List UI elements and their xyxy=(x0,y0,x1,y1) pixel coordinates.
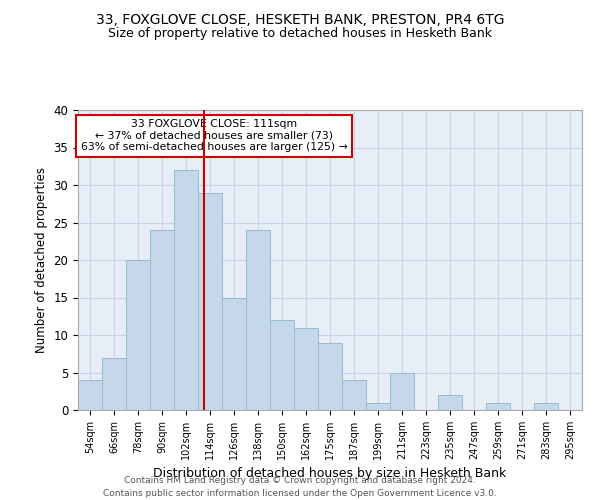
Bar xyxy=(438,395,462,410)
Bar xyxy=(246,230,270,410)
Bar xyxy=(174,170,198,410)
Text: Contains HM Land Registry data © Crown copyright and database right 2024.
Contai: Contains HM Land Registry data © Crown c… xyxy=(103,476,497,498)
Bar xyxy=(78,380,102,410)
Bar xyxy=(222,298,246,410)
X-axis label: Distribution of detached houses by size in Hesketh Bank: Distribution of detached houses by size … xyxy=(154,468,506,480)
Text: 33 FOXGLOVE CLOSE: 111sqm
← 37% of detached houses are smaller (73)
63% of semi-: 33 FOXGLOVE CLOSE: 111sqm ← 37% of detac… xyxy=(81,119,347,152)
Bar xyxy=(198,192,222,410)
Bar xyxy=(318,342,342,410)
Bar xyxy=(390,372,414,410)
Bar xyxy=(366,402,390,410)
Bar xyxy=(270,320,294,410)
Text: Size of property relative to detached houses in Hesketh Bank: Size of property relative to detached ho… xyxy=(108,28,492,40)
Bar xyxy=(150,230,174,410)
Bar xyxy=(102,358,126,410)
Bar xyxy=(294,328,318,410)
Text: 33, FOXGLOVE CLOSE, HESKETH BANK, PRESTON, PR4 6TG: 33, FOXGLOVE CLOSE, HESKETH BANK, PRESTO… xyxy=(96,12,504,26)
Bar xyxy=(486,402,510,410)
Bar xyxy=(534,402,558,410)
Bar xyxy=(126,260,150,410)
Bar xyxy=(342,380,366,410)
Y-axis label: Number of detached properties: Number of detached properties xyxy=(35,167,48,353)
